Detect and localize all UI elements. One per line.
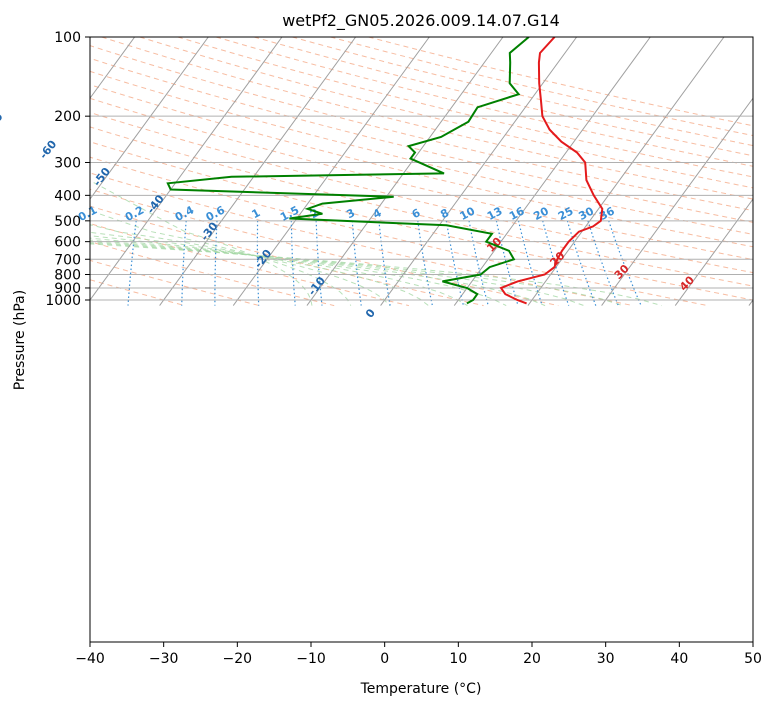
isotherm-label: -50 — [91, 165, 114, 189]
isotherm — [232, 37, 430, 306]
dry-adiabat — [90, 97, 753, 261]
mixing-ratio-line — [495, 220, 519, 306]
isotherm — [90, 37, 136, 100]
y-tick-label: 400 — [54, 188, 81, 204]
dry-adiabat — [90, 241, 335, 307]
dry-adiabat — [90, 126, 753, 287]
dry-adiabat — [177, 37, 753, 178]
dry-adiabat — [90, 84, 753, 248]
chart-title: wetPf2_GN05.2026.009.14.07.G14 — [282, 11, 560, 31]
mixing-ratio-label: 8 — [438, 206, 451, 221]
isoline-labels: -100-90-80-70-60-50-40-30-20-1000.10.20.… — [0, 110, 697, 320]
dry-adiabat — [90, 172, 634, 307]
isotherm-label-positive: 40 — [677, 273, 697, 293]
dry-adiabat — [90, 57, 753, 223]
y-tick-label: 100 — [54, 30, 81, 46]
x-tick-label: 10 — [449, 651, 467, 667]
y-tick-label: 300 — [54, 155, 81, 171]
dry-adiabat — [101, 37, 753, 200]
pressure-gridlines — [90, 37, 753, 301]
y-tick-label: 500 — [54, 214, 81, 230]
y-axis-label: Pressure (hPa) — [12, 290, 28, 390]
dry-adiabat — [90, 156, 708, 307]
mixing-ratio-label: 6 — [410, 206, 423, 221]
dry-adiabat — [90, 45, 753, 212]
x-tick-label: −40 — [75, 651, 105, 667]
background-lines — [0, 37, 753, 307]
dry-adiabat — [90, 259, 260, 307]
isotherm-label: -70 — [0, 110, 6, 134]
y-tick-label: 900 — [54, 281, 81, 297]
y-tick-label: 200 — [54, 109, 81, 125]
isotherm-label-positive: 30 — [612, 262, 632, 282]
profiles — [166, 37, 604, 305]
isotherm — [380, 37, 578, 306]
isotherm-label: -10 — [306, 274, 329, 298]
mixing-ratio-line — [290, 220, 296, 306]
mixing-ratio-line — [587, 220, 619, 306]
mixing-ratio-line — [445, 220, 464, 306]
isotherm — [90, 37, 209, 200]
mixing-ratio-line — [181, 220, 187, 306]
x-tick-label: −30 — [149, 651, 179, 667]
moist-adiabat — [90, 239, 546, 307]
x-tick-label: 30 — [597, 651, 615, 667]
y-tick-label: 600 — [54, 235, 81, 251]
x-tick-label: 50 — [744, 651, 762, 667]
dry-adiabat — [90, 111, 753, 274]
dry-adiabat — [254, 37, 753, 157]
dewpoint-profile — [166, 37, 530, 305]
mixing-ratio-line — [608, 220, 642, 306]
mixing-ratio-label: 20 — [531, 204, 551, 223]
mixing-ratio-label: 13 — [485, 204, 505, 223]
mixing-ratio-line — [378, 220, 391, 306]
plot-frame — [89, 36, 754, 643]
x-tick-label: −10 — [296, 651, 326, 667]
mixing-ratio-line — [542, 220, 570, 306]
mixing-ratio-label: 25 — [556, 204, 576, 223]
moist-adiabat — [90, 235, 468, 307]
isotherm — [527, 37, 725, 306]
dry-adiabat — [90, 70, 753, 235]
dry-adiabat — [90, 279, 185, 307]
mixing-ratio-label: 16 — [507, 204, 527, 223]
dry-adiabat — [368, 37, 753, 127]
x-tick-label: 40 — [670, 651, 688, 667]
temperature-profile — [499, 37, 604, 305]
y-tick-label: 1000 — [45, 293, 81, 309]
mixing-ratio-line — [566, 220, 597, 306]
mixing-ratio-label: 30 — [576, 204, 596, 223]
moist-adiabat — [90, 243, 662, 307]
dry-adiabat — [330, 37, 753, 137]
dry-adiabat — [292, 37, 753, 147]
mixing-ratio-label: 1 — [250, 206, 263, 221]
isotherm — [0, 37, 61, 306]
isotherm-label: -20 — [252, 247, 275, 271]
y-tick-label: 800 — [54, 268, 81, 284]
isotherm — [674, 198, 753, 306]
mixing-ratio-line — [517, 220, 543, 306]
dry-adiabat — [90, 223, 410, 307]
mixing-ratio-label: 4 — [371, 206, 384, 221]
dry-adiabat — [90, 188, 559, 307]
x-axis: −40 −30 −20 −10 0 10 20 30 40 50 — [75, 642, 762, 667]
moist-adiabat — [90, 224, 391, 306]
isotherm — [453, 37, 651, 306]
isotherm — [306, 37, 504, 306]
isotherm — [601, 97, 753, 306]
x-axis-label: Temperature (°C) — [360, 681, 482, 697]
isotherm-label: 0 — [363, 306, 378, 320]
mixing-ratio-line — [468, 220, 489, 306]
x-tick-label: 20 — [523, 651, 541, 667]
isotherm — [159, 37, 357, 306]
y-tick-label: 700 — [54, 252, 81, 268]
mixing-ratio-label: 10 — [458, 204, 478, 223]
isotherm — [90, 37, 283, 301]
dry-adiabat — [90, 141, 753, 301]
x-tick-label: −20 — [223, 651, 253, 667]
x-tick-label: 0 — [380, 651, 389, 667]
